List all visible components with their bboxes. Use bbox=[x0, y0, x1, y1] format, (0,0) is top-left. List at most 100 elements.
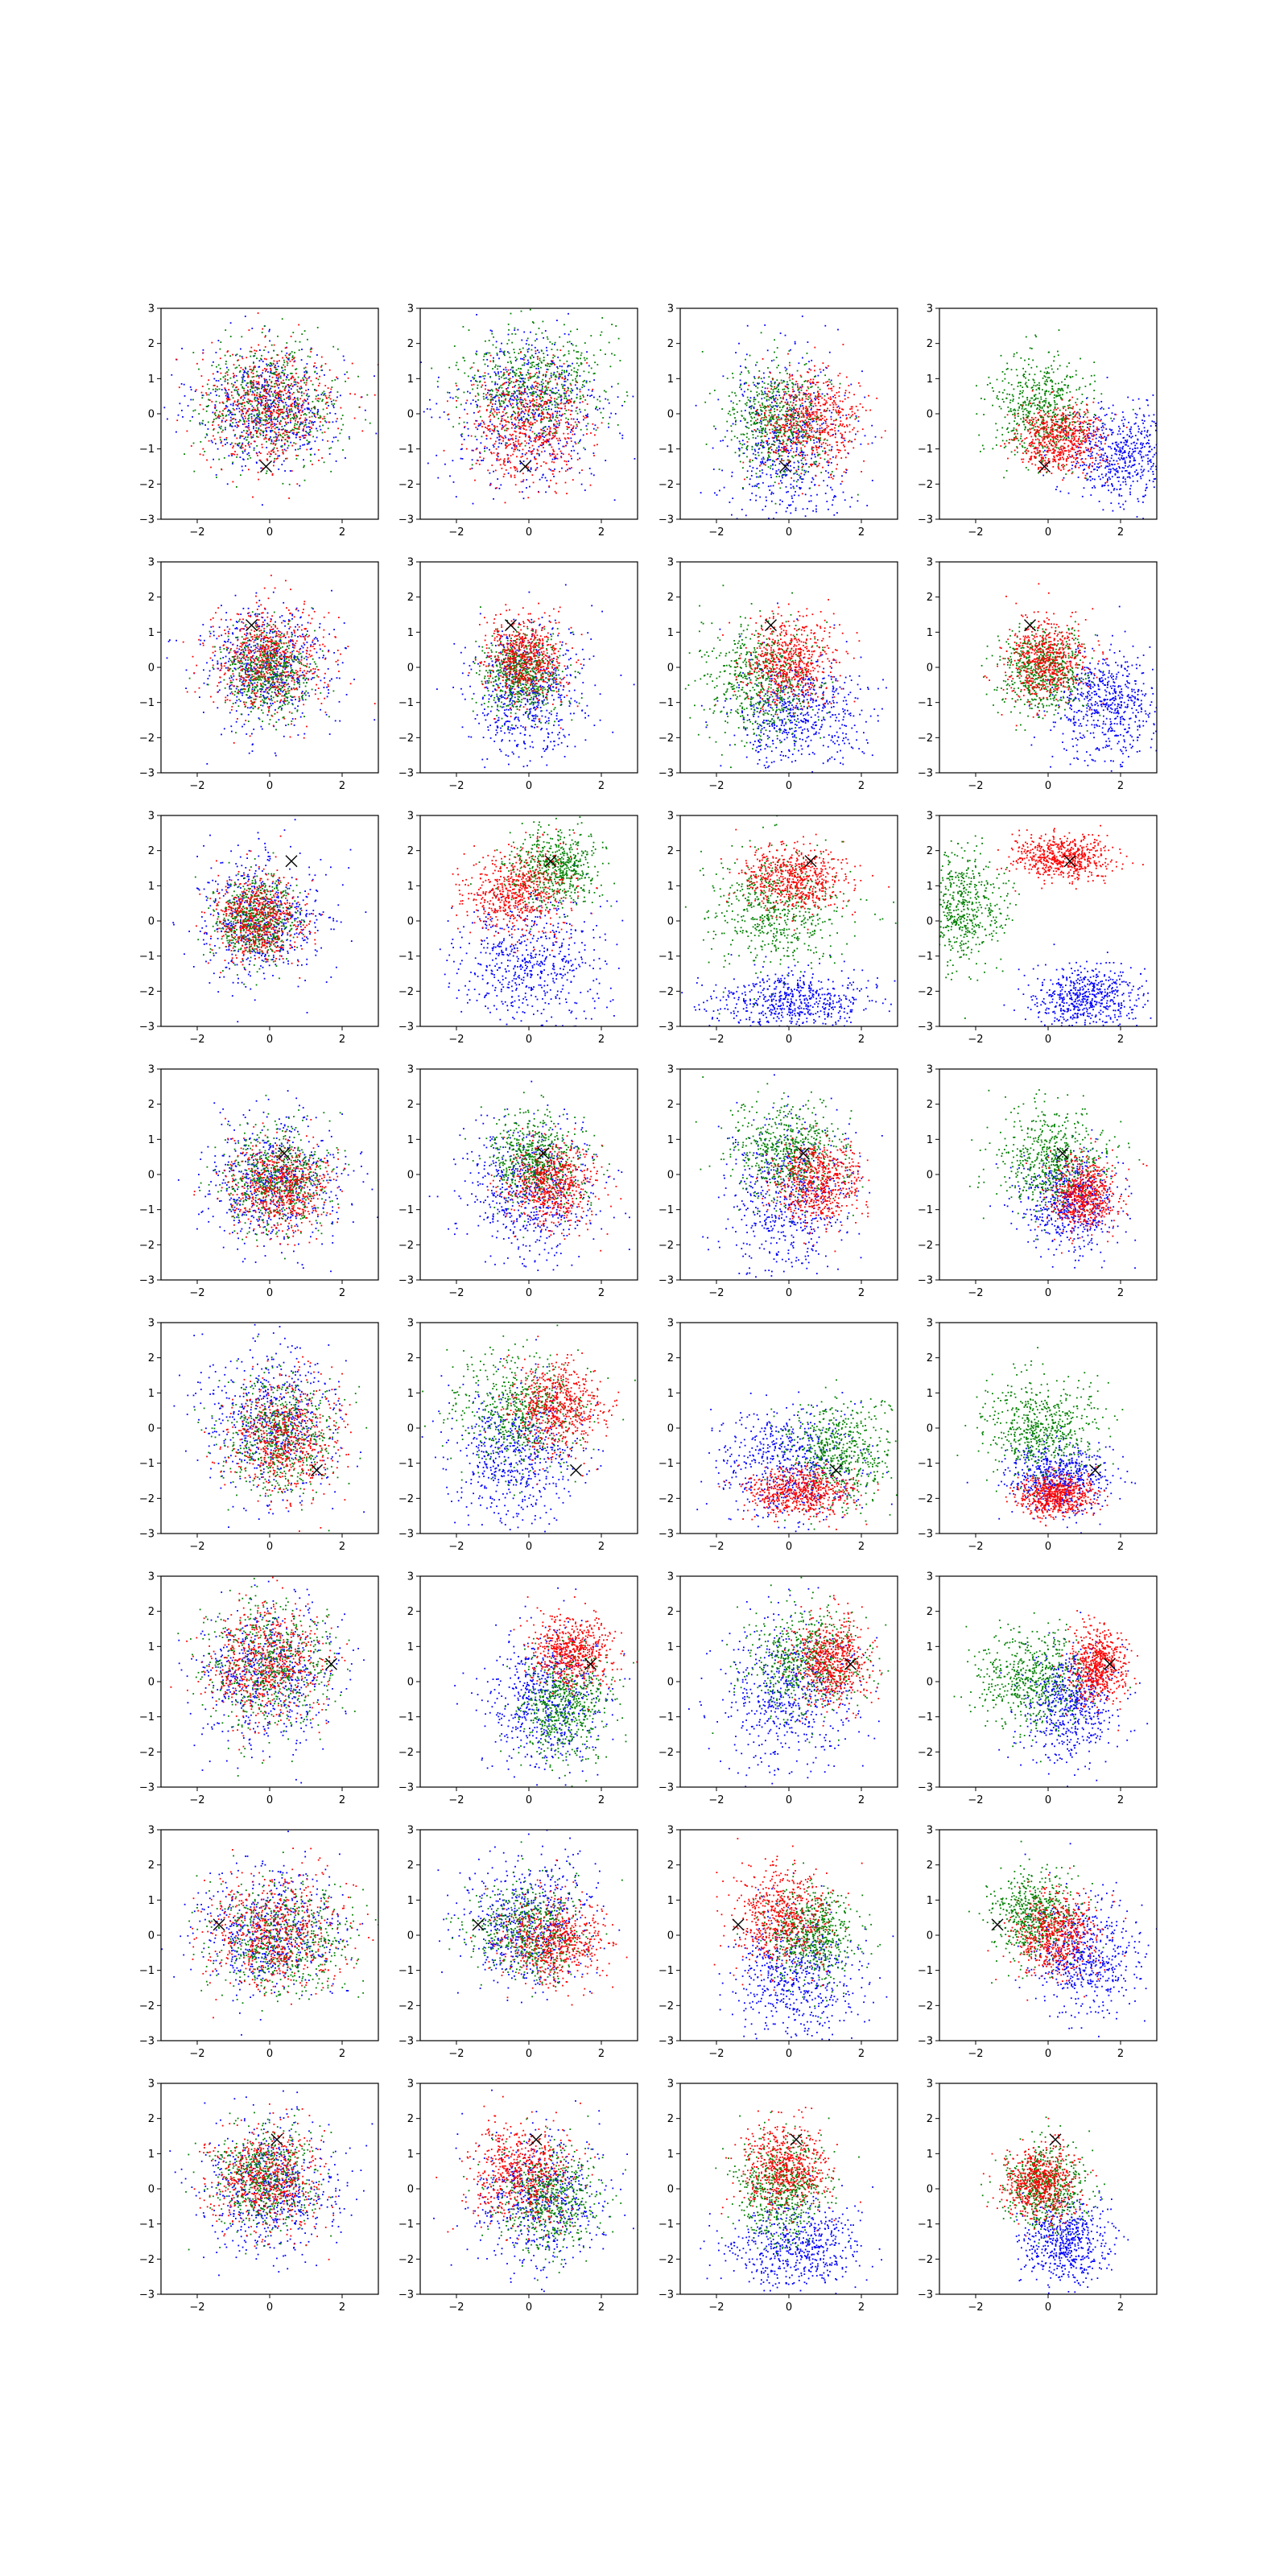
point bbox=[569, 390, 572, 392]
point bbox=[256, 386, 258, 389]
point bbox=[516, 358, 518, 361]
point bbox=[746, 446, 748, 448]
point bbox=[828, 472, 829, 474]
point bbox=[787, 490, 789, 493]
point bbox=[249, 350, 251, 353]
point bbox=[514, 372, 516, 374]
point bbox=[745, 402, 746, 405]
point bbox=[273, 440, 275, 442]
point bbox=[507, 351, 509, 353]
point bbox=[732, 373, 733, 374]
point bbox=[525, 391, 526, 394]
point bbox=[481, 419, 483, 422]
point bbox=[226, 393, 229, 395]
point bbox=[784, 464, 786, 466]
point bbox=[318, 460, 320, 461]
point bbox=[819, 415, 822, 417]
point bbox=[237, 393, 239, 395]
point bbox=[774, 339, 775, 341]
point bbox=[429, 408, 431, 411]
point bbox=[704, 401, 707, 403]
point bbox=[582, 381, 584, 382]
point bbox=[786, 383, 788, 386]
point bbox=[502, 394, 503, 395]
point bbox=[257, 430, 259, 432]
point bbox=[295, 401, 297, 403]
point bbox=[498, 386, 501, 388]
point bbox=[552, 470, 555, 472]
point bbox=[260, 467, 262, 469]
point bbox=[568, 409, 570, 411]
point bbox=[192, 416, 193, 418]
point bbox=[266, 470, 268, 473]
point bbox=[293, 431, 295, 434]
point bbox=[272, 395, 275, 397]
point bbox=[767, 383, 770, 386]
point bbox=[485, 397, 487, 399]
point bbox=[298, 428, 300, 431]
point bbox=[267, 364, 270, 365]
point bbox=[523, 423, 525, 425]
point bbox=[749, 499, 752, 501]
point bbox=[264, 368, 266, 369]
point bbox=[526, 452, 527, 454]
point bbox=[211, 365, 213, 366]
point bbox=[558, 373, 560, 375]
point bbox=[285, 422, 287, 424]
point bbox=[534, 375, 535, 377]
point bbox=[528, 389, 530, 390]
point bbox=[546, 336, 548, 338]
point bbox=[271, 421, 274, 423]
point bbox=[462, 326, 464, 328]
point bbox=[266, 365, 268, 367]
point bbox=[482, 393, 485, 394]
point bbox=[311, 427, 313, 429]
point bbox=[496, 487, 498, 489]
point bbox=[374, 375, 375, 378]
point bbox=[539, 394, 542, 395]
point bbox=[495, 346, 497, 349]
point bbox=[225, 439, 227, 440]
point bbox=[541, 383, 543, 386]
point bbox=[316, 411, 319, 414]
point bbox=[239, 355, 241, 357]
point bbox=[549, 419, 551, 422]
point bbox=[327, 427, 329, 430]
point bbox=[270, 406, 273, 407]
point bbox=[747, 388, 749, 390]
point bbox=[850, 383, 852, 386]
point bbox=[522, 378, 524, 380]
point bbox=[551, 349, 553, 350]
point bbox=[558, 437, 560, 440]
point bbox=[259, 395, 262, 398]
point bbox=[823, 410, 825, 412]
point bbox=[285, 415, 287, 417]
point bbox=[212, 411, 214, 414]
point bbox=[523, 421, 526, 423]
point bbox=[800, 435, 803, 437]
point bbox=[500, 384, 502, 386]
point bbox=[305, 390, 307, 391]
point bbox=[275, 411, 278, 414]
point bbox=[516, 399, 518, 402]
point bbox=[250, 382, 253, 385]
point bbox=[547, 417, 549, 419]
point bbox=[775, 430, 777, 432]
point bbox=[770, 493, 772, 495]
point bbox=[273, 405, 275, 407]
point bbox=[776, 406, 778, 408]
point bbox=[495, 395, 497, 397]
point bbox=[555, 402, 557, 404]
cluster-red bbox=[175, 312, 378, 499]
point bbox=[598, 395, 601, 398]
point bbox=[327, 440, 328, 442]
point bbox=[529, 447, 530, 448]
point bbox=[506, 446, 507, 448]
point bbox=[522, 382, 525, 385]
point bbox=[507, 457, 510, 459]
point bbox=[531, 452, 533, 455]
point bbox=[215, 474, 217, 476]
point bbox=[568, 453, 570, 456]
point bbox=[770, 411, 772, 414]
point bbox=[770, 444, 773, 445]
